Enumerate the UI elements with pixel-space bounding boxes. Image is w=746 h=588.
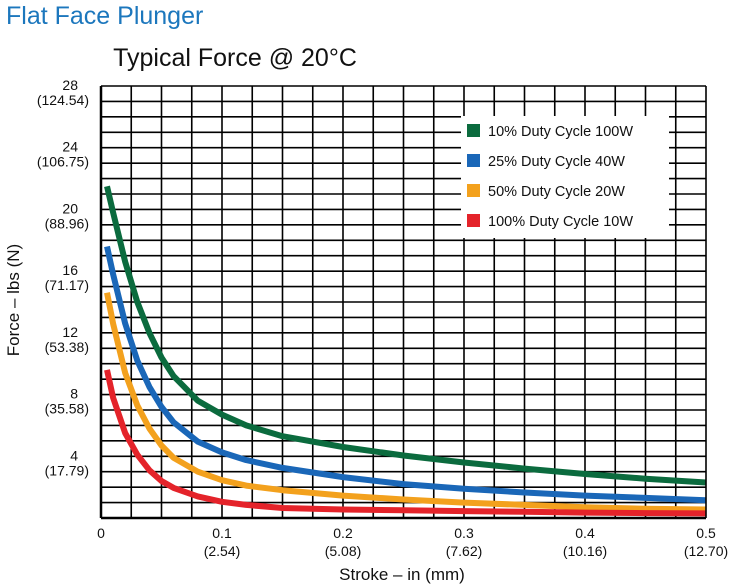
y-tick-sublabel: (124.54) xyxy=(37,92,89,108)
y-tick-label: 24 xyxy=(62,139,78,155)
plot-frame xyxy=(99,85,707,520)
y-tick-sublabel: (71.17) xyxy=(45,277,89,293)
y-tick-label: 12 xyxy=(62,324,78,340)
y-tick-sublabel: (35.58) xyxy=(45,401,89,417)
legend-swatch xyxy=(467,154,480,167)
y-tick-sublabel: (106.75) xyxy=(37,154,89,170)
x-tick-label: 0.2 xyxy=(333,525,353,541)
x-tick-sublabel: (5.08) xyxy=(325,543,362,559)
x-tick-label: 0.5 xyxy=(696,525,716,541)
series-line-1 xyxy=(104,185,707,486)
x-tick-sublabel: (7.62) xyxy=(446,543,483,559)
y-tick-label: 8 xyxy=(70,386,78,402)
legend-label: 100% Duty Cycle 10W xyxy=(488,214,633,230)
curves xyxy=(104,185,707,517)
legend-box xyxy=(461,116,669,238)
x-tick-sublabel: (2.54) xyxy=(204,543,241,559)
y-tick-sublabel: (53.38) xyxy=(45,339,89,355)
page-title: Flat Face Plunger xyxy=(6,2,204,30)
y-tick-label: 20 xyxy=(62,200,78,216)
x-tick-sublabel: (10.16) xyxy=(563,543,607,559)
x-tick-label: 0.1 xyxy=(212,525,232,541)
x-axis-ticks: 0 0.1 (2.54) 0.2 (5.08) 0.3 (7.62) 0.4 (10.16) 0.… xyxy=(97,525,728,559)
x-tick-label: 0.3 xyxy=(454,525,474,541)
y-tick-label: 4 xyxy=(70,447,78,463)
y-axis-label: Force – lbs (N) xyxy=(4,244,23,356)
series-line-4 xyxy=(104,369,707,517)
y-tick-label: 16 xyxy=(62,262,78,278)
x-tick-label: 0 xyxy=(97,525,105,541)
y-tick-sublabel: (88.96) xyxy=(45,215,89,231)
grid xyxy=(101,86,706,518)
series-line-2 xyxy=(104,245,707,504)
y-tick-label: 28 xyxy=(62,77,78,93)
y-tick-sublabel: (17.79) xyxy=(45,462,89,478)
legend-label: 25% Duty Cycle 40W xyxy=(488,154,625,170)
legend-swatch xyxy=(467,184,480,197)
y-axis-ticks: 4(17.79) 8(35.58) 12(53.38) 16(71.17) 20(88.… xyxy=(37,77,89,478)
legend-swatch xyxy=(467,124,480,137)
chart-title: Typical Force @ 20°C xyxy=(113,44,357,72)
legend-label: 10% Duty Cycle 100W xyxy=(488,124,633,140)
series-line-3 xyxy=(104,292,707,513)
legend-swatch xyxy=(467,214,480,227)
x-tick-label: 0.4 xyxy=(575,525,595,541)
x-tick-sublabel: (12.70) xyxy=(684,543,728,559)
x-axis-label: Stroke – in (mm) xyxy=(339,565,465,584)
legend-label: 50% Duty Cycle 20W xyxy=(488,184,625,200)
legend: 10% Duty Cycle 100W 25% Duty Cycle 40W 50%… xyxy=(461,116,669,238)
